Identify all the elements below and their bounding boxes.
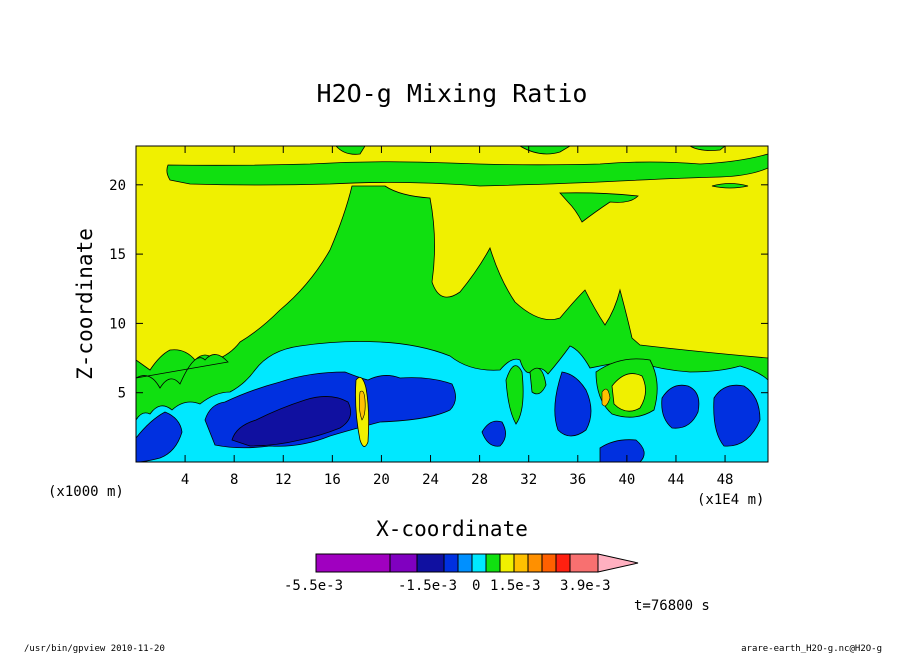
contour-band-green-top	[335, 146, 726, 155]
x-tick-label: 48	[717, 472, 734, 488]
x-tick-label: 16	[324, 472, 341, 488]
footer-right: arare-earth_H2O-g.nc@H2O-g	[741, 644, 882, 654]
colorbar-label: 1.5e-3	[490, 578, 541, 594]
x-tick-label: 28	[471, 472, 488, 488]
colorbar-swatch	[485, 553, 501, 573]
contour-band-blue-left	[136, 411, 183, 462]
x-axis-label: X-coordinate	[376, 517, 528, 541]
colorbar	[315, 553, 639, 573]
x-tick-label: 4	[181, 472, 189, 488]
y-axis-ticks: 5 10 15 20	[109, 178, 768, 402]
colorbar-swatch	[527, 553, 543, 573]
contour-band-green-lobes	[136, 354, 229, 389]
colorbar-swatch	[513, 553, 529, 573]
x-tick-label: 36	[569, 472, 586, 488]
colorbar-swatch	[499, 553, 515, 573]
contour-band-orange-core	[359, 390, 366, 421]
x-tick-label: 24	[422, 472, 439, 488]
colorbar-swatch	[457, 553, 473, 573]
footer-left: /usr/bin/gpview 2010-11-20	[24, 644, 165, 654]
contour-band-navy-core	[231, 396, 352, 447]
x-tick-label: 20	[373, 472, 390, 488]
contour-band-green-wisp	[559, 192, 639, 223]
y-axis-label: Z-coordinate	[73, 228, 97, 380]
colorbar-swatch	[471, 553, 487, 573]
colorbar-labels: -5.5e-3 -1.5e-3 0 1.5e-3 3.9e-3	[284, 578, 611, 594]
x-tick-label: 44	[668, 472, 685, 488]
y-tick-label: 20	[109, 178, 126, 194]
y-tick-label: 15	[109, 247, 126, 263]
colorbar-label: -5.5e-3	[284, 578, 343, 594]
colorbar-label: 0	[472, 578, 480, 594]
contour-band-green-upper	[166, 153, 768, 187]
colorbar-label: -1.5e-3	[398, 578, 457, 594]
x-tick-label: 40	[618, 472, 635, 488]
plot-frame	[135, 145, 769, 463]
contour-band-green-small	[711, 183, 749, 189]
colorbar-label: 3.9e-3	[560, 578, 611, 594]
x-tick-label: 12	[275, 472, 292, 488]
colorbar-swatch	[315, 553, 391, 573]
time-label: t=76800 s	[634, 598, 710, 614]
x-tick-label: 32	[520, 472, 537, 488]
contour-band-yellow-pocket	[611, 373, 646, 412]
contour-band-blue-mid	[481, 371, 592, 447]
colorbar-swatch	[443, 553, 459, 573]
x-unit-left: (x1000 m)	[48, 484, 124, 500]
contour-band-blue-right	[599, 384, 761, 462]
contour-field	[136, 146, 768, 462]
x-unit-right: (x1E4 m)	[697, 492, 764, 508]
colorbar-swatch	[416, 553, 445, 573]
colorbar-swatch	[389, 553, 418, 573]
y-tick-label: 5	[118, 386, 126, 402]
chart-title: H2O-g Mixing Ratio	[317, 79, 588, 108]
contour-band-orange-pocket	[601, 388, 611, 407]
colorbar-swatch	[555, 553, 571, 573]
colorbar-swatch-end	[597, 553, 639, 573]
x-axis-ticks: 4 8 12 16 20 24 28 32 36 40 44 48	[181, 146, 734, 488]
colorbar-swatch	[569, 553, 599, 573]
y-tick-label: 10	[109, 316, 126, 332]
x-tick-label: 8	[230, 472, 238, 488]
colorbar-swatch	[541, 553, 557, 573]
